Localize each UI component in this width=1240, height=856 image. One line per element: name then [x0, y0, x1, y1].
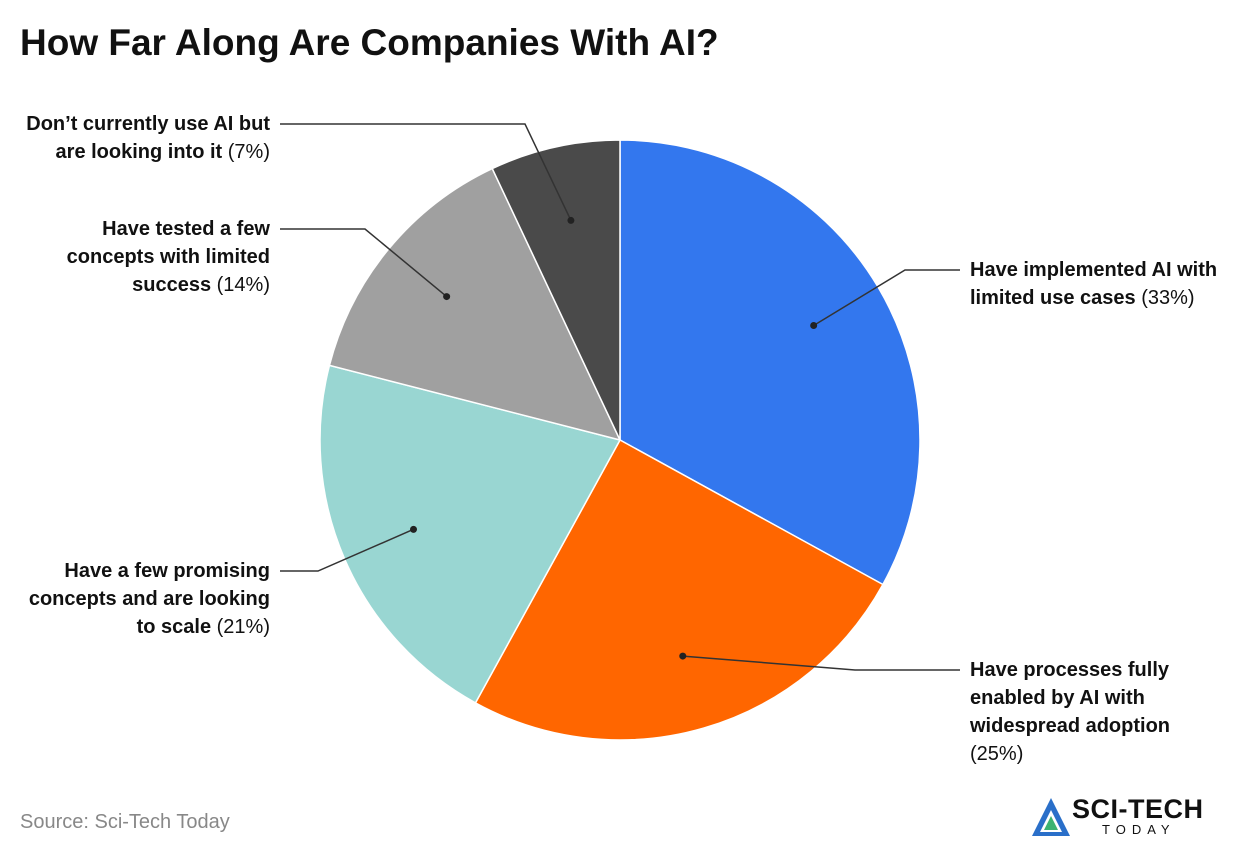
slice-label: Have a few promising concepts and are lo… — [20, 557, 270, 641]
source: Source: Sci-Tech Today — [20, 811, 230, 833]
leader-dot — [810, 321, 818, 329]
category-label: Have processes fully enabled by AI with … — [970, 659, 1171, 737]
value-label: (25%) — [970, 743, 1024, 765]
logo-icon — [1032, 798, 1070, 836]
leader-line — [280, 123, 572, 221]
category-label: Have a few promising concepts and are lo… — [28, 560, 270, 638]
leader-line — [813, 269, 960, 327]
chart-title: How Far Along Are Companies With AI? — [20, 22, 719, 63]
leader-line — [280, 228, 448, 298]
pie-slice — [491, 139, 621, 441]
slice-label: Have tested a few concepts with limited … — [25, 215, 270, 299]
leader-dot — [443, 293, 451, 301]
leader-line — [280, 528, 414, 572]
category-label: Have tested a few concepts with limited … — [66, 218, 270, 296]
slice-label: Have processes fully enabled by AI with … — [970, 656, 1215, 768]
category-label: Don’t currently use AI but are looking i… — [26, 113, 270, 163]
leader-line — [682, 655, 960, 671]
category-label: Have implemented AI with limited use cas… — [970, 259, 1218, 309]
logo-name: SCI-TECH — [1072, 794, 1204, 824]
logo-sub: TODAY — [1102, 822, 1176, 837]
pie-slice — [619, 139, 921, 586]
value-label: (21%) — [216, 616, 270, 638]
value-label: (33%) — [1141, 287, 1195, 309]
value-label: (14%) — [216, 274, 270, 296]
leader-dot — [410, 525, 418, 533]
slice-label: Don’t currently use AI but are looking i… — [25, 110, 270, 166]
pie-slice — [474, 438, 884, 741]
leader-dot — [679, 652, 687, 660]
leader-dot — [567, 216, 575, 224]
value-label: (7%) — [227, 141, 270, 163]
slice-label: Have implemented AI with limited use cas… — [970, 256, 1220, 312]
